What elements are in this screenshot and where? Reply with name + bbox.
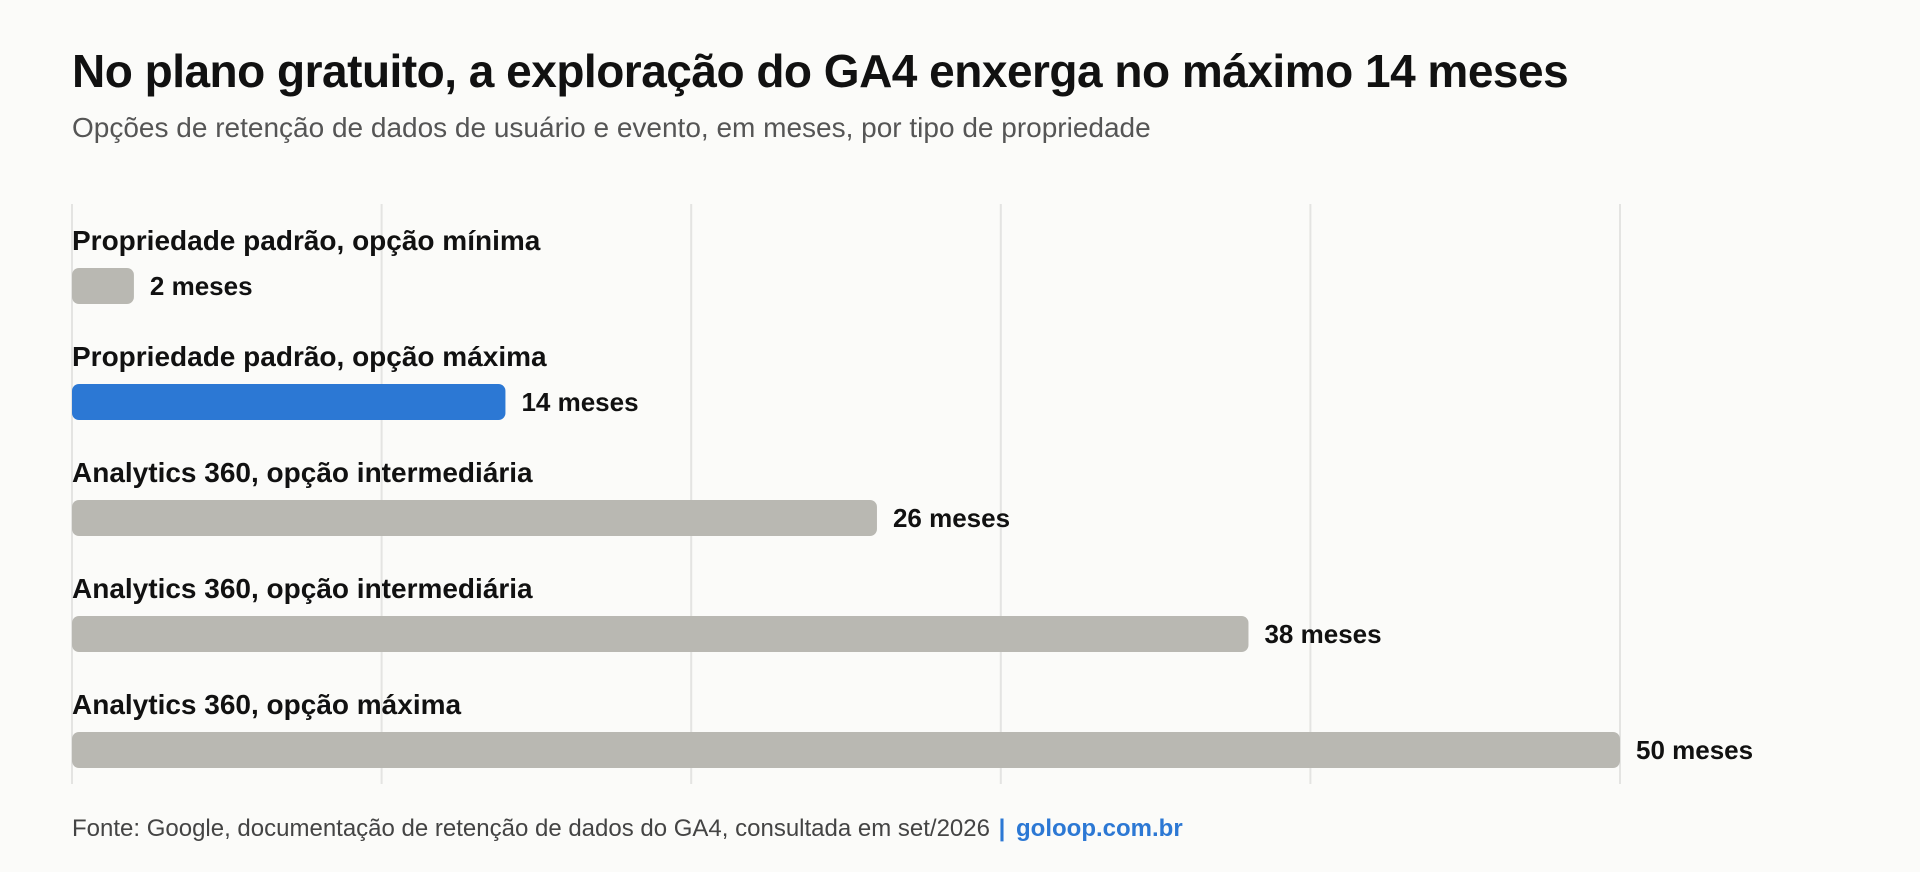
bar bbox=[72, 616, 1249, 652]
value-label: 2 meses bbox=[150, 271, 253, 301]
value-label: 38 meses bbox=[1264, 619, 1381, 649]
bar bbox=[72, 732, 1620, 768]
bar-row-4: Analytics 360, opção máxima 50 meses bbox=[72, 689, 1753, 768]
chart-title: No plano gratuito, a exploração do GA4 e… bbox=[72, 45, 1569, 97]
bar-highlight bbox=[72, 384, 506, 420]
bar-row-2: Analytics 360, opção intermediária 26 mes… bbox=[72, 457, 1010, 536]
bar-row-3: Analytics 360, opção intermediária 38 mes… bbox=[72, 573, 1382, 652]
category-label: Propriedade padrão, opção máxima bbox=[72, 341, 547, 372]
category-label: Analytics 360, opção intermediária bbox=[72, 457, 533, 488]
grid-lines bbox=[71, 204, 1621, 784]
bar-row-1: Propriedade padrão, opção máxima 14 meses bbox=[72, 341, 639, 420]
category-label: Analytics 360, opção máxima bbox=[72, 689, 462, 720]
source-note: Fonte: Google, documentação de retenção … bbox=[72, 815, 990, 842]
category-label: Propriedade padrão, opção mínima bbox=[72, 225, 541, 256]
bar-row-0: Propriedade padrão, opção mínima 2 meses bbox=[72, 225, 541, 304]
bar bbox=[72, 268, 134, 304]
value-label: 50 meses bbox=[1636, 735, 1753, 765]
footer-separator: | bbox=[998, 815, 1006, 842]
value-label: 26 meses bbox=[893, 503, 1010, 533]
value-label: 14 meses bbox=[521, 387, 638, 417]
site-link[interactable]: goloop.com.br bbox=[1016, 815, 1183, 842]
category-label: Analytics 360, opção intermediária bbox=[72, 573, 533, 604]
chart-footer: Fonte: Google, documentação de retenção … bbox=[72, 815, 1183, 843]
chart-subtitle: Opções de retenção de dados de usuário e… bbox=[72, 112, 1151, 143]
bar bbox=[72, 500, 877, 536]
